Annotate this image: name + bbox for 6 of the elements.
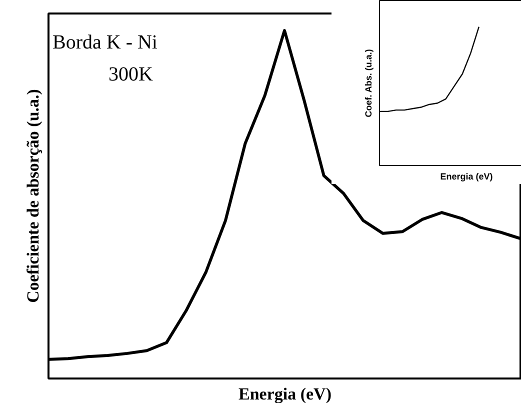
annotation: 300K bbox=[108, 64, 154, 86]
y-axis-title: Coef. Abs. (u.a.) bbox=[364, 49, 374, 118]
annotation: Borda K - Ni bbox=[52, 32, 158, 54]
y-axis-title: Coeficiente de absorção (u.a.) bbox=[24, 89, 42, 303]
x-axis-title: Energia (eV) bbox=[440, 172, 493, 182]
x-axis-title: Energia (eV) bbox=[238, 384, 332, 403]
